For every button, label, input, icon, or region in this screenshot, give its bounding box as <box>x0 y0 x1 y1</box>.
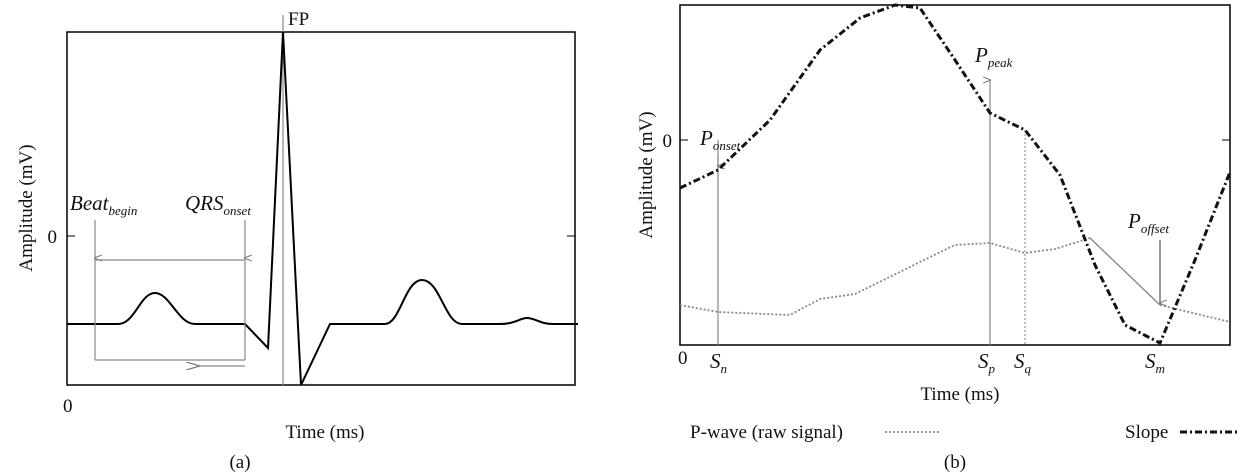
legend-label: P-wave (raw signal) <box>690 422 843 443</box>
label-base: P <box>974 43 988 67</box>
p-peak-label: Ppeak <box>974 43 1013 70</box>
label-base: P <box>699 126 713 150</box>
label-sub: offset <box>1141 221 1170 236</box>
s-m-label: Sm <box>1145 349 1165 376</box>
y-zero: 0 <box>663 131 673 152</box>
x-axis-label: Time (ms) <box>285 422 364 443</box>
label-sub: onset <box>713 138 741 153</box>
x-axis-label: Time (ms) <box>920 384 999 405</box>
s-p-label: Sp <box>978 349 996 376</box>
slope-curve <box>679 3 1232 346</box>
panel-b: 0 0 Amplitude (mV) Time (ms) Ponset Ppea… <box>636 3 1238 473</box>
label-base: Beat <box>70 191 110 215</box>
beat-bracket <box>95 220 245 366</box>
p-onset-label: Ponset <box>699 126 741 153</box>
label-sub: p <box>988 361 996 376</box>
label-sub: m <box>1156 361 1165 376</box>
y-zero: 0 <box>48 227 58 248</box>
legend-label: Slope <box>1125 422 1168 443</box>
raw-p-wave <box>1089 237 1161 306</box>
label-base: QRS <box>185 191 224 215</box>
label-sub: q <box>1025 361 1032 376</box>
plot-frame <box>66 31 576 386</box>
label-base: S <box>1145 349 1156 373</box>
label-sub: onset <box>224 203 252 218</box>
ecg-curve <box>67 31 578 386</box>
origin: 0 <box>63 396 73 417</box>
caption: (a) <box>229 452 250 473</box>
s-n-label: Sn <box>710 349 727 376</box>
s-q-label: Sq <box>1014 349 1032 376</box>
label-base: S <box>978 349 989 373</box>
label-sub: begin <box>108 203 137 218</box>
qrs-onset-label: QRSonset <box>185 191 251 218</box>
fp-label: FP <box>288 9 309 30</box>
beat-begin-label: Beatbegin <box>70 191 137 218</box>
origin: 0 <box>678 348 688 369</box>
label-base: S <box>1014 349 1025 373</box>
raw-p-wave <box>1159 304 1231 323</box>
label-base: P <box>1127 209 1141 233</box>
y-axis-label: Amplitude (mV) <box>636 111 657 238</box>
label-base: S <box>710 349 721 373</box>
label-sub: peak <box>987 55 1013 70</box>
y-axis-label: Amplitude (mV) <box>16 144 37 271</box>
panel-a: 0 0 Amplitude (mV) Time (ms) FP Beatbegi… <box>16 9 578 473</box>
label-sub: n <box>721 361 728 376</box>
raw-p-wave <box>679 237 1091 316</box>
caption: (b) <box>944 452 966 473</box>
p-offset-label: Poffset <box>1127 209 1169 236</box>
